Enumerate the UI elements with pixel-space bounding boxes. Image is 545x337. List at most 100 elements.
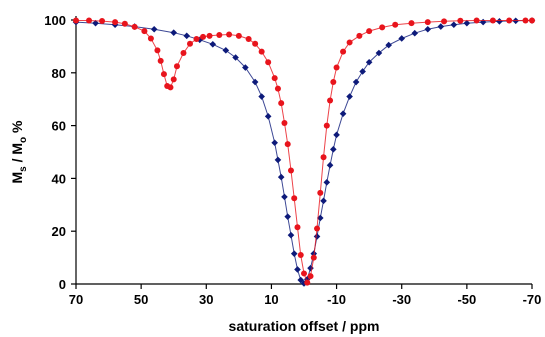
data-point (206, 32, 213, 39)
y-axis-title-part: % (9, 120, 25, 137)
data-point (359, 68, 366, 75)
data-point (326, 161, 334, 169)
data-point (313, 233, 321, 240)
data-point (216, 32, 223, 39)
y-tick-label: 100 (44, 13, 66, 28)
data-point (375, 49, 383, 57)
data-point (245, 36, 252, 43)
data-point (340, 48, 347, 55)
x-tick-label: -30 (392, 292, 411, 307)
data-point (180, 50, 187, 56)
data-point (463, 19, 471, 27)
data-point (265, 59, 272, 66)
data-point (252, 40, 259, 47)
data-point (385, 41, 392, 49)
data-point (154, 47, 161, 54)
data-point (333, 64, 340, 71)
tick-labels: 0 20 40 60 80 100 70 50 30 10 -10 -30 -50 -70 (44, 13, 541, 307)
data-point (131, 23, 138, 30)
data-point (112, 19, 119, 26)
data-point (411, 29, 419, 37)
axes (71, 16, 533, 289)
data-point (291, 195, 298, 202)
y-axis-title-part: o (18, 137, 29, 143)
data-point (183, 32, 191, 40)
y-tick-label: 20 (52, 224, 66, 239)
data-point (352, 78, 360, 86)
data-point (356, 32, 363, 39)
data-point (330, 146, 337, 153)
data-point (281, 193, 288, 201)
data-point (297, 276, 305, 284)
data-point (290, 250, 298, 257)
data-point (301, 270, 307, 277)
y-tick-label: 60 (52, 119, 66, 134)
data-point (278, 100, 285, 107)
data-point (441, 18, 448, 25)
data-point (317, 189, 324, 196)
data-point (314, 225, 321, 232)
data-point (437, 23, 445, 30)
y-axis-title-part: s (18, 166, 29, 172)
data-point (284, 213, 292, 220)
data-point (284, 141, 291, 148)
y-axis-title-part: / M (9, 143, 25, 166)
data-point (167, 84, 174, 91)
data-point (121, 20, 128, 27)
x-tick-label: -10 (327, 292, 346, 307)
data-point (277, 173, 285, 181)
data-point (226, 31, 233, 38)
data-point (193, 36, 200, 43)
data-point (187, 40, 193, 47)
x-tick-label: 50 (134, 292, 148, 307)
data-point (287, 231, 295, 239)
data-point (294, 224, 301, 231)
data-point (529, 17, 535, 24)
data-point (170, 76, 177, 83)
data-point (173, 63, 180, 70)
data-point (274, 85, 281, 92)
data-point (424, 19, 431, 26)
data-point (330, 79, 337, 86)
x-tick-label: 10 (264, 292, 278, 307)
data-point (251, 78, 259, 86)
data-point (86, 17, 93, 24)
data-point (307, 264, 314, 272)
data-point (209, 40, 217, 48)
data-point (297, 251, 304, 258)
data-point (450, 21, 458, 29)
data-point (294, 266, 301, 273)
data-point (408, 20, 415, 27)
x-tick-label: 70 (69, 292, 83, 307)
y-axis-title: Ms / Mo % (9, 120, 29, 184)
data-point (320, 154, 327, 161)
data-point (496, 18, 503, 25)
x-tick-label: 30 (199, 292, 213, 307)
data-point (73, 17, 79, 24)
series-line (75, 20, 533, 285)
series-2 (73, 17, 535, 286)
data-point (346, 93, 353, 100)
data-point (346, 39, 353, 46)
data-point (457, 17, 464, 24)
data-point (323, 122, 330, 129)
series-layer (72, 17, 536, 287)
series-line (76, 20, 532, 284)
data-point (333, 131, 340, 139)
data-point (232, 54, 239, 61)
series-1 (72, 17, 536, 287)
data-point (379, 24, 386, 31)
data-point (323, 179, 331, 186)
data-point (150, 25, 158, 33)
data-point (392, 21, 399, 28)
data-point (170, 29, 178, 36)
x-tick-label: -50 (457, 292, 476, 307)
data-point (316, 214, 324, 222)
x-tick-label: -70 (523, 292, 542, 307)
data-point (99, 18, 106, 25)
data-point (365, 58, 373, 66)
data-point (424, 25, 432, 33)
data-point (274, 156, 282, 164)
